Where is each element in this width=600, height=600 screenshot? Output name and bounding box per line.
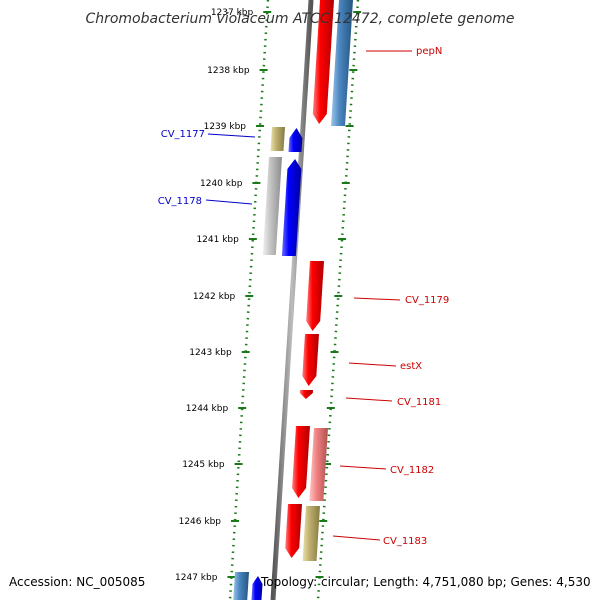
grey-gene-1178	[262, 157, 282, 255]
tick-label: 1246 kbp	[179, 517, 222, 527]
cv1181-gene	[299, 390, 313, 399]
topology-text: Topology: circular; Length: 4,751,080 bp…	[260, 575, 591, 589]
label-leader-line	[205, 199, 253, 205]
tick-label: 1241 kbp	[196, 235, 239, 245]
olive-gene-1183	[302, 506, 320, 561]
cv1183-gene	[285, 504, 302, 558]
tick-label: 1244 kbp	[186, 404, 229, 414]
gene-features	[233, 0, 353, 600]
pink-gene-1182	[309, 428, 328, 501]
gene-label-estx[interactable]: estX	[400, 361, 422, 372]
label-leader-line	[339, 465, 387, 470]
label-leader-line	[345, 397, 393, 402]
label-leader-line	[353, 297, 401, 301]
tick-label: 1242 kbp	[193, 292, 236, 302]
tick-label: 1238 kbp	[207, 66, 250, 76]
blue-gene-bottom	[251, 576, 263, 600]
tick-label: 1239 kbp	[204, 122, 247, 132]
steel-gene-bottom	[233, 572, 249, 600]
label-leader-line	[332, 535, 381, 541]
inner-scale-line	[316, 0, 360, 600]
cv1178-gene	[281, 159, 302, 256]
reverse-gene-top	[331, 0, 353, 126]
gene-label-cv-1183[interactable]: CV_1183	[383, 536, 427, 547]
pepN-gene	[312, 0, 334, 124]
gene-label-cv-1179[interactable]: CV_1179	[405, 295, 449, 306]
cv1177-gene	[288, 128, 303, 152]
tick-label: 1237 kbp	[211, 8, 254, 18]
olive-gene-1177	[270, 127, 285, 151]
estX-gene	[302, 334, 319, 386]
gene-label-cv-1178[interactable]: CV_1178	[158, 196, 202, 207]
gene-labels: pepN CV_1177 CV_1178 CV_1179 estX CV_1181 CV_1…	[158, 46, 450, 547]
tick-label: 1247 kbp	[175, 573, 218, 583]
label-leader-line	[207, 133, 256, 138]
gene-label-cv-1181[interactable]: CV_1181	[397, 397, 441, 408]
map-title: Chromobacterium violaceum ATCC 12472, co…	[85, 11, 514, 27]
tick-label: 1245 kbp	[182, 460, 225, 470]
gene-label-cv-1177[interactable]: CV_1177	[161, 129, 205, 140]
accession-text: Accession: NC_005085	[9, 575, 145, 589]
tick-label: 1243 kbp	[189, 348, 232, 358]
cv1182-gene	[292, 426, 310, 498]
gene-label-cv-1182[interactable]: CV_1182	[390, 465, 434, 476]
gene-label-pepn[interactable]: pepN	[416, 46, 442, 57]
label-leader-line	[348, 362, 397, 367]
cv1179-gene	[306, 261, 324, 331]
genome-backbone	[270, 0, 314, 600]
tick-label: 1240 kbp	[200, 179, 243, 189]
tick-marks: 1237 kbp 1238 kbp 1239 kbp 1240 kbp 1241 kbp…	[175, 8, 362, 583]
outer-scale-line	[228, 0, 270, 600]
